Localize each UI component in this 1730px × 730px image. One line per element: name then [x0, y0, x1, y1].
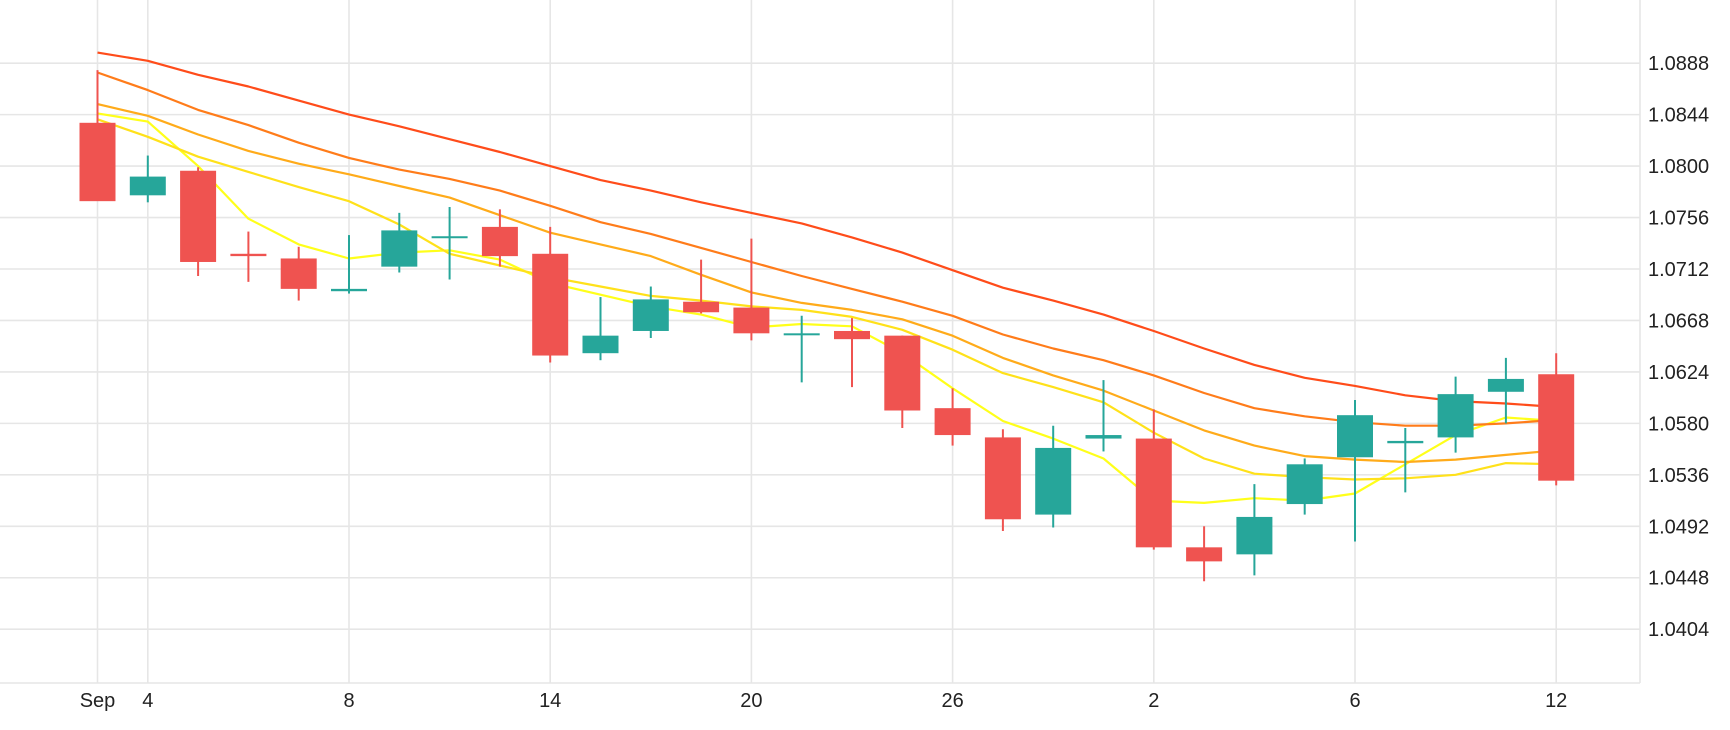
candle-body: [1437, 394, 1474, 438]
y-tick-label: 1.0492: [1648, 516, 1709, 538]
candle: [1035, 425, 1072, 528]
y-tick-label: 1.0800: [1648, 156, 1709, 178]
candle-body: [331, 288, 367, 292]
candle: [1286, 458, 1323, 515]
y-tick-label: 1.0580: [1648, 413, 1709, 435]
y-tick-label: 1.0668: [1648, 310, 1709, 332]
candle-body: [1035, 447, 1072, 515]
candle-body: [1487, 378, 1524, 392]
candle: [180, 167, 217, 277]
moving-average-line-5: [97, 51, 1557, 409]
y-tick-label: 1.0404: [1648, 619, 1709, 641]
candle: [1337, 399, 1373, 542]
candle-body: [632, 299, 669, 331]
candle-body: [1538, 374, 1575, 481]
candle: [280, 246, 317, 301]
candle: [683, 259, 720, 314]
candle: [1236, 484, 1273, 576]
candle-body: [984, 437, 1021, 520]
candle: [230, 231, 267, 282]
candle-body: [1135, 438, 1172, 548]
candle: [834, 318, 870, 388]
y-tick-label: 1.0624: [1648, 362, 1709, 384]
candle-body: [129, 176, 166, 196]
moving-average-line-3: [97, 103, 1557, 464]
candle-body: [532, 253, 569, 356]
candle-body: [884, 335, 921, 411]
candle: [431, 207, 468, 280]
x-tick-label: 26: [941, 690, 963, 712]
moving-average-line-4: [97, 71, 1557, 427]
candle: [1538, 353, 1575, 486]
x-tick-label: 20: [740, 690, 762, 712]
y-tick-label: 1.0448: [1648, 568, 1709, 590]
candle-body: [1337, 415, 1373, 458]
candle: [934, 388, 971, 446]
candle-body: [683, 301, 720, 313]
candle-body: [381, 230, 418, 267]
x-tick-label: 8: [343, 690, 354, 712]
y-tick-label: 1.0536: [1648, 465, 1709, 487]
x-tick-label: 14: [539, 690, 561, 712]
candle-body: [481, 226, 518, 257]
candle-body: [79, 122, 116, 202]
candle: [331, 235, 367, 294]
candle: [532, 226, 569, 363]
y-tick-label: 1.0888: [1648, 53, 1709, 75]
candle-body: [783, 333, 820, 336]
x-tick-label: 6: [1349, 690, 1360, 712]
x-tick-label: 12: [1545, 690, 1567, 712]
candle: [1135, 409, 1172, 550]
candle-body: [1186, 547, 1223, 562]
candle-body: [934, 408, 971, 436]
candle: [481, 209, 518, 267]
candle-body: [180, 170, 217, 262]
candle: [884, 335, 921, 429]
candle: [984, 429, 1021, 531]
candle-body: [1286, 464, 1323, 505]
axis-label-layer: 1.0404 1.0448 1.0492 1.0536 1.0580 1.0624 1.06…: [80, 53, 1709, 712]
candle: [733, 238, 770, 341]
candle: [1487, 357, 1524, 424]
candle-body: [582, 335, 619, 354]
candle-body: [230, 253, 267, 257]
candle: [632, 286, 669, 338]
candle: [1387, 428, 1424, 493]
candle: [783, 315, 820, 383]
candle: [129, 155, 166, 203]
candle: [1437, 376, 1474, 453]
candle-body: [1085, 435, 1122, 439]
y-tick-label: 1.0756: [1648, 208, 1709, 230]
candle: [381, 212, 418, 273]
candle: [1186, 526, 1223, 582]
candle-body: [1387, 440, 1424, 444]
x-tick-label: 4: [142, 690, 153, 712]
candle-body: [280, 258, 317, 289]
candle: [79, 70, 116, 202]
candle-body: [834, 330, 870, 340]
candle-layer: [79, 70, 1575, 582]
candle-body: [733, 307, 770, 334]
y-tick-label: 1.0712: [1648, 259, 1709, 281]
grid-layer: [0, 0, 1641, 684]
candle: [1085, 380, 1122, 452]
candle: [582, 297, 619, 361]
candle-body: [431, 236, 468, 239]
x-tick-label: 2: [1148, 690, 1159, 712]
candle-body: [1236, 516, 1273, 555]
x-tick-label: Sep: [80, 690, 116, 712]
y-tick-label: 1.0844: [1648, 105, 1709, 127]
